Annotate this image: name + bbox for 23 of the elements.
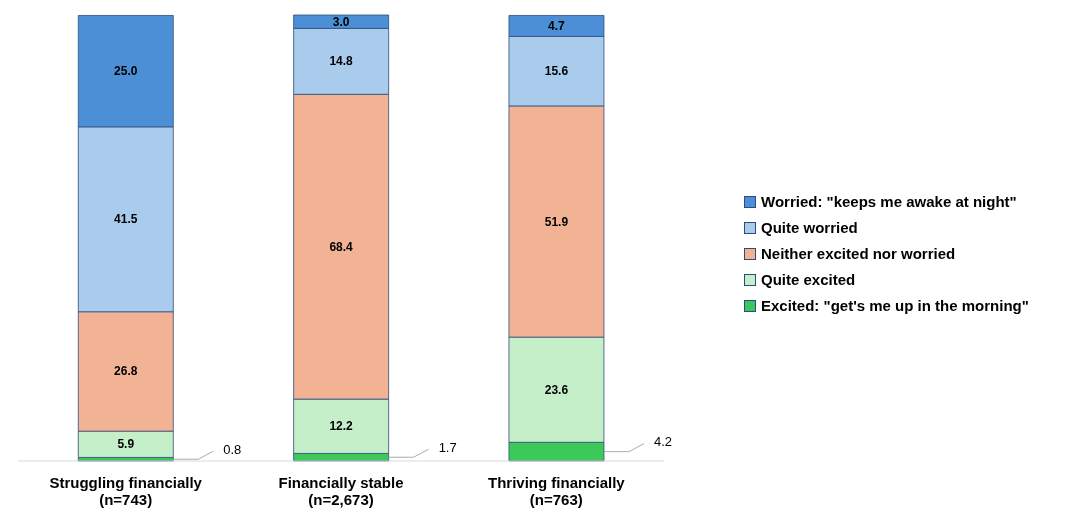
data-label: 5.9 [117, 437, 135, 452]
data-label: 4.7 [548, 18, 566, 33]
data-label: 3.0 [332, 14, 350, 29]
legend-label: Excited: "get's me up in the morning" [761, 297, 1029, 314]
data-label: 41.5 [114, 212, 138, 227]
data-label: 4.2 [653, 434, 673, 450]
data-label: 0.8 [223, 441, 242, 457]
legend-label: Neither excited nor worried [761, 245, 956, 262]
legend-label: Quite worried [761, 219, 858, 236]
legend-label: Quite excited [761, 271, 856, 288]
data-label: 25.0 [114, 64, 138, 79]
x-tick-label: Thriving financially (n=763) [487, 474, 626, 509]
x-tick-label: Struggling financially (n=743) [49, 474, 203, 509]
data-label: 12.2 [329, 419, 354, 434]
data-label: 23.6 [544, 382, 569, 397]
data-label: 51.9 [544, 214, 569, 229]
data-label: 26.8 [114, 364, 138, 379]
data-label: 68.4 [329, 239, 354, 254]
legend-label: Worried: "keeps me awake at night" [761, 193, 1017, 210]
x-tick-label: Financially stable (n=2,673) [278, 474, 404, 509]
data-label: 15.6 [544, 64, 569, 79]
data-label: 14.8 [329, 54, 354, 69]
data-label: 1.7 [438, 439, 457, 455]
